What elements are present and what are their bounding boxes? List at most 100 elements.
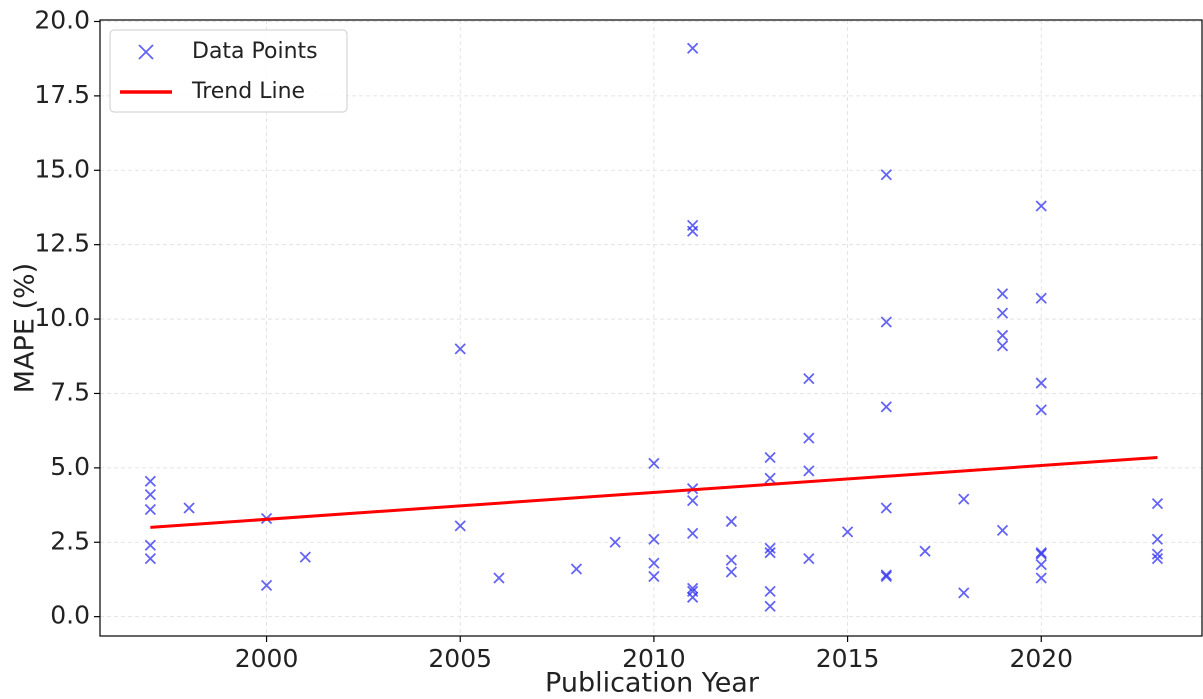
x-marker-stroke [803,552,815,565]
x-marker [454,343,466,355]
x-marker [996,340,1009,352]
x-marker [880,570,892,583]
x-marker-stroke [260,579,273,592]
x-marker-stroke [764,451,776,464]
x-marker-stroke [1035,292,1047,304]
x-marker-stroke [1035,200,1047,212]
plot-frame [99,19,1203,637]
x-marker [648,570,660,583]
x-marker-stroke [687,527,699,539]
x-marker [764,542,776,554]
x-marker-stroke [1035,547,1047,559]
x-marker [687,527,699,539]
x-marker [764,547,776,559]
x-marker-stroke [454,343,466,355]
x-marker-stroke [1151,533,1164,545]
x-marker [609,536,621,548]
x-marker-stroke [144,489,156,501]
x-marker-stroke [803,372,815,385]
x-marker [299,551,311,563]
x-marker [764,472,776,484]
x-marker [144,503,156,516]
x-marker-stroke [764,542,776,554]
x-tick-label: 2010 [622,644,686,673]
x-marker [1035,547,1047,559]
y-axis-label: MAPE (%) [10,263,41,393]
x-marker [996,288,1009,300]
x-axis-label: Publication Year [545,668,760,699]
x-marker-stroke [880,570,892,583]
x-marker [144,475,156,487]
x-marker [1151,552,1164,565]
x-marker-stroke [996,524,1009,536]
x-marker-stroke [648,557,660,569]
x-marker [880,569,892,581]
x-marker-stroke [725,515,738,528]
y-tick-label: 5.0 [50,452,90,481]
x-marker-stroke [1035,572,1047,584]
x-marker [144,489,156,501]
x-marker-stroke [880,401,892,413]
x-marker [919,545,931,557]
x-marker [1151,533,1164,545]
x-marker [183,502,195,514]
x-marker [648,533,660,545]
x-marker [454,520,466,532]
x-tick-label: 2020 [1009,644,1073,673]
x-marker-stroke [144,503,156,516]
x-marker [725,554,738,566]
legend-label: Trend Line [191,79,305,104]
x-marker-stroke [764,600,776,612]
x-marker-stroke [764,547,776,559]
x-marker-stroke [687,582,699,595]
x-marker [687,42,699,54]
x-marker [493,572,505,584]
x-marker [648,557,660,569]
x-marker-stroke [144,552,156,565]
legend-label: Data Points [192,39,318,64]
x-marker [996,524,1009,536]
x-marker-stroke [648,457,660,470]
x-marker [803,465,815,477]
x-marker-stroke [919,545,931,557]
x-marker-stroke [764,472,776,484]
x-marker [1151,548,1164,560]
x-marker-stroke [570,563,583,575]
x-marker-stroke [1151,548,1164,560]
x-marker [1035,572,1047,584]
x-marker-stroke [958,493,970,505]
x-marker-stroke [687,494,699,507]
x-marker [1035,292,1047,304]
x-marker [138,44,154,60]
x-marker-stroke [687,225,699,237]
trend-line [150,455,1158,529]
x-marker-stroke [183,502,195,514]
x-marker [687,225,699,237]
x-marker-stroke [996,307,1009,319]
y-tick-label: 17.5 [34,80,90,109]
x-marker [1035,558,1047,571]
x-marker-stroke [138,44,154,60]
x-marker [764,600,776,612]
x-tick-label: 2015 [816,644,880,673]
x-marker-stroke [687,591,699,603]
x-marker-stroke [1035,377,1047,389]
x-marker [958,587,970,599]
x-marker [260,579,273,592]
x-marker [764,451,776,464]
x-marker [764,585,776,597]
x-marker-stroke [725,566,738,578]
x-marker-stroke [1151,497,1164,510]
x-marker [803,372,815,385]
x-marker-stroke [803,432,815,444]
x-marker [880,169,892,181]
x-tick-label: 2000 [235,644,299,673]
x-marker [1035,377,1047,389]
x-marker-stroke [996,340,1009,352]
x-marker [725,515,738,528]
y-tick-label: 0.0 [50,601,90,630]
x-marker-stroke [725,554,738,566]
x-marker [144,539,156,551]
x-marker [880,401,892,413]
